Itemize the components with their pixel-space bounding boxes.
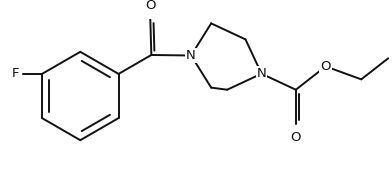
Text: O: O [320,60,331,73]
Text: O: O [290,131,301,144]
Text: F: F [11,67,19,80]
Text: N: N [257,67,267,80]
Text: N: N [186,49,196,62]
Text: O: O [145,0,156,12]
